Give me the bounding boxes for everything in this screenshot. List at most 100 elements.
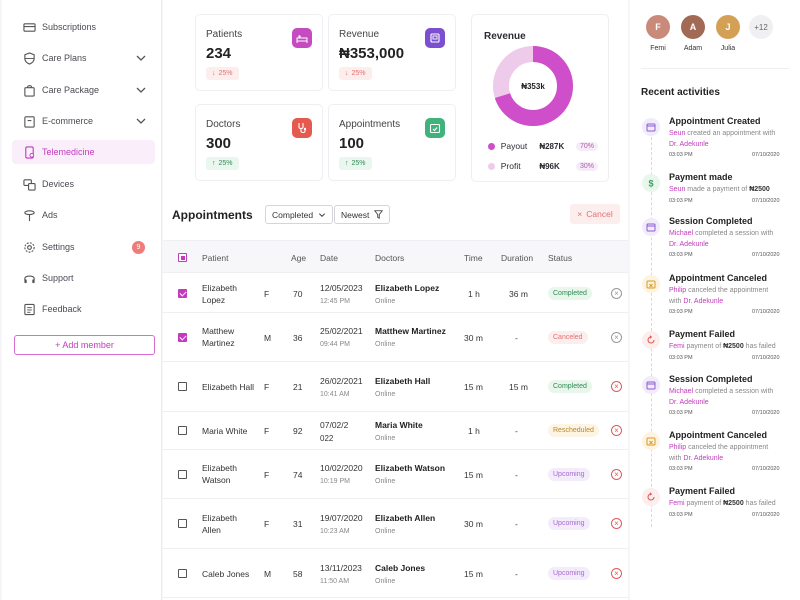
appointment-date: 26/02/2021 10:41 AM [320,376,363,398]
avatar[interactable]: J [716,15,740,39]
activity-time: 03:03 PM [669,252,693,258]
status-badge: Upcoming [548,468,590,481]
add-member-button[interactable]: + Add member [14,335,155,355]
stat-change: ↑ 25% [206,157,239,170]
sidebar-item-ads[interactable]: Ads [12,203,155,227]
row-checkbox[interactable] [178,289,187,298]
sort-dropdown[interactable]: Newest [334,205,391,224]
stat-change: ↓ 25% [206,67,239,80]
stat-value: 234 [206,45,232,62]
sidebar-item-label: Devices [42,179,75,189]
table-row[interactable]: Elizabeth Lopez F 70 12/05/2023 12:45 PM E… [163,273,628,313]
more-members-button[interactable]: +12 [749,15,773,39]
activity-time: 03:03 PM [669,355,693,361]
close-icon[interactable]: × [611,381,622,392]
table-row[interactable]: Elizabeth Watson F 74 10/02/2020 10:19 PM … [163,450,628,499]
patient-sex: M [264,333,272,343]
activity-date: 07/10/2020 [752,410,780,416]
table-row[interactable]: Caleb Jones M 58 13/11/2023 11:50 AM Cale… [163,549,628,598]
column-header-doctors[interactable]: Doctors [375,253,405,263]
legend-profit: Profit ₦96K 30% [488,159,598,173]
column-header-duration[interactable]: Duration [501,253,534,263]
chart-title: Revenue [484,31,526,42]
avatar[interactable]: A [681,15,705,39]
sidebar-item-label: Feedback [42,304,82,314]
table-row[interactable]: Matthew Martinez M 36 25/02/2021 09:44 PM … [163,313,628,362]
close-icon[interactable]: × [611,425,622,436]
status-filter-dropdown[interactable]: Completed [265,205,334,224]
patient-sex: F [264,382,270,392]
activity-description: Seun created an appointment with Dr. Ade… [669,130,776,148]
activity-panel: F Femi A Adam J Julia +12 Recent activit… [630,0,800,600]
status-badge: Completed [548,380,592,393]
table-row[interactable]: Elizabeth Hall F 21 26/02/2021 10:41 AM E… [163,362,628,412]
sidebar-item-e-commerce[interactable]: E-commerce [12,109,155,133]
column-header-status[interactable]: Status [548,253,573,263]
legend-label: Profit [500,161,521,171]
sidebar-item-devices[interactable]: Devices [12,172,155,196]
stat-value: 300 [206,135,232,152]
sidebar-item-label: Settings [42,242,75,252]
column-header-date[interactable]: Date [320,253,338,263]
close-icon[interactable]: × [611,469,622,480]
column-header-time[interactable]: Time [464,253,483,263]
activity-time: 03:03 PM [669,512,693,518]
avatar[interactable]: F [646,15,670,39]
chevron-down-icon[interactable] [135,52,147,64]
status-badge: Upcoming [548,517,590,530]
doctor-info: Elizabeth Watson Online [375,463,446,485]
table-row[interactable]: Elizabeth Allen F 31 19/07/2020 10:23 AM E… [163,499,628,549]
row-checkbox[interactable] [178,333,187,342]
calendar-icon [642,376,660,394]
chevron-down-icon[interactable] [135,115,147,127]
calendar-cancel-icon [642,432,660,450]
row-checkbox[interactable] [178,569,187,578]
appointment-duration: 36 m [509,289,528,299]
sidebar-item-settings[interactable]: Settings 9 [12,235,155,259]
appointment-time: 30 m [464,519,483,529]
row-checkbox[interactable] [178,426,187,435]
close-icon[interactable]: × [611,288,622,299]
activity-description: Michael completed a session with Dr. Ade… [669,388,774,406]
close-icon[interactable]: × [611,332,622,343]
appointment-duration: - [515,569,518,579]
sidebar-item-care-plans[interactable]: Care Plans [12,46,155,70]
bed-icon [292,28,312,48]
cart-icon [22,114,36,128]
stat-value: ₦353,000 [339,45,405,62]
gear-icon [22,240,36,254]
patient-name: Matthew Martinez [202,326,235,348]
sidebar-item-support[interactable]: Support [12,266,155,290]
activity-date: 07/10/2020 [752,309,780,315]
filter-icon [374,210,384,219]
calendar-check-icon [425,118,445,138]
sidebar-item-label: Care Package [42,85,100,95]
sidebar-item-label: Support [42,273,74,283]
patient-sex: F [264,519,270,529]
select-all-checkbox[interactable] [178,253,187,262]
row-checkbox[interactable] [178,519,187,528]
activity-time: 03:03 PM [669,152,693,158]
sidebar: Subscriptions Care Plans Care Package E-… [2,0,162,600]
appointment-duration: 15 m [509,382,528,392]
row-checkbox[interactable] [178,382,187,391]
patient-name: Caleb Jones [202,569,250,579]
feedback-icon [22,302,36,316]
cancel-button[interactable]: × Cancel [570,204,620,224]
sidebar-item-label: E-commerce [42,116,94,126]
calendar-icon [642,118,660,136]
revenue-card: Revenue ₦353,000 ↓ 25% [328,14,456,91]
sidebar-item-telemedicine[interactable]: Telemedicine [12,140,155,164]
sidebar-item-subscriptions[interactable]: Subscriptions [12,15,155,39]
row-checkbox[interactable] [178,470,187,479]
close-icon[interactable]: × [611,568,622,579]
legend-value: ₦287K [539,141,565,151]
sidebar-item-care-package[interactable]: Care Package [12,78,155,102]
chevron-down-icon[interactable] [135,84,147,96]
table-row[interactable]: Maria White F 92 07/02/2 022 Maria White O… [163,412,628,450]
column-header-age[interactable]: Age [291,253,307,263]
donut-center-label: ₦353k [521,82,545,91]
sidebar-item-feedback[interactable]: Feedback [12,297,155,321]
close-icon[interactable]: × [611,518,622,529]
column-header-patient[interactable]: Patient [202,253,229,263]
